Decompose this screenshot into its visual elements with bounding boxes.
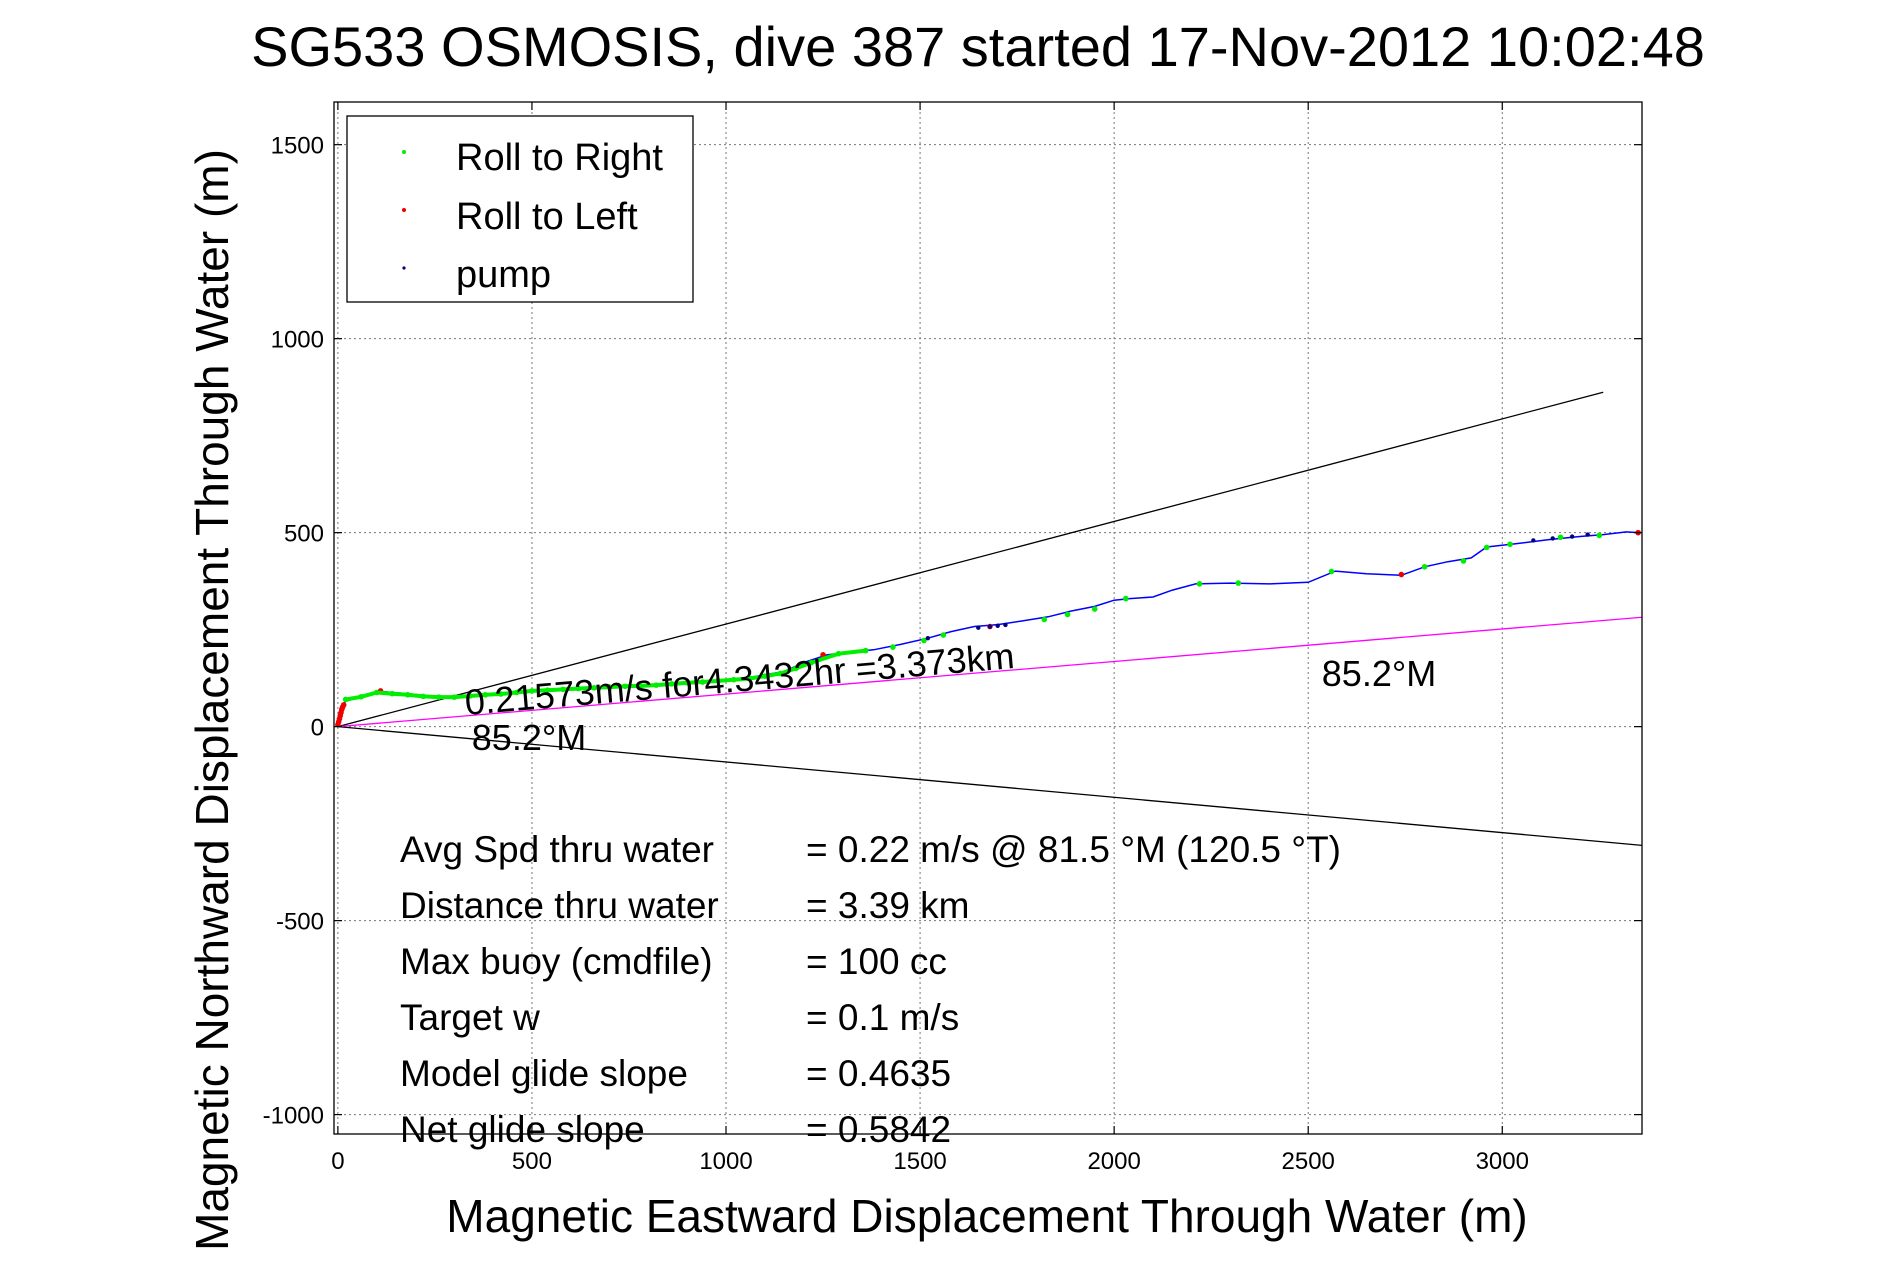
annotation-2: 85.2°M [1322, 653, 1436, 694]
marker-roll-to-right [921, 637, 927, 644]
marker-pump [925, 635, 931, 641]
legend-label-pump: pump [456, 254, 551, 296]
reference-line-1 [337, 725, 1643, 846]
reference-line-0 [337, 391, 1604, 728]
marker-roll-to-right [940, 632, 947, 638]
legend-label-roll-left: Roll to Left [456, 196, 638, 238]
stat-label: Max buoy (cmdfile) [400, 941, 713, 982]
marker-roll-to-right [1235, 580, 1242, 586]
marker-roll-to-right [1507, 541, 1513, 548]
plot-frame [333, 101, 1643, 1135]
marker-roll-to-right [1596, 532, 1603, 539]
marker-pump [976, 625, 981, 630]
legend-marker-roll-left [402, 208, 406, 212]
x-tick-label: 2000 [1087, 1148, 1140, 1175]
stat-label: Model glide slope [400, 1053, 688, 1094]
stat-label: Target w [400, 997, 540, 1038]
marker-roll-to-right [1460, 558, 1467, 564]
y-tick-label: -500 [276, 909, 324, 936]
legend-marker-pump [402, 266, 406, 270]
marker-roll-to-right [1064, 611, 1071, 618]
annotation-1: 85.2°M [472, 717, 586, 758]
stat-label: Distance thru water [400, 885, 719, 926]
stat-value: = 3.39 km [806, 885, 970, 926]
x-tick-label: 3000 [1476, 1148, 1529, 1175]
x-tick-label: 1500 [893, 1148, 946, 1175]
reference-line-2 [337, 616, 1643, 728]
legend-marker-roll-right [402, 150, 406, 154]
marker-pump [1585, 532, 1590, 537]
stat-label: Avg Spd thru water [400, 829, 714, 870]
x-tick-label: 2500 [1282, 1148, 1335, 1175]
y-tick-label: 500 [284, 521, 324, 548]
marker-pump [987, 624, 993, 629]
marker-pump [1550, 536, 1555, 541]
stat-value: = 0.1 m/s [806, 997, 959, 1038]
x-tick-label: 500 [512, 1148, 552, 1175]
axis-ticks: 0 500 1000 1500 2000 2500 3000 -1000 -500 0 500 100… [263, 102, 1642, 1175]
marker-roll-to-right [1328, 568, 1335, 575]
legend: Roll to Right Roll to Left pump [346, 115, 694, 303]
roll-right-trace [345, 648, 866, 702]
reference-lines [337, 391, 1643, 846]
marker-roll-to-right [1421, 563, 1428, 570]
stat-value: = 0.22 m/s @ 81.5 °M (120.5 °T) [806, 829, 1341, 870]
stat-value: = 0.5842 [806, 1109, 951, 1150]
marker-roll-to-right [1196, 581, 1203, 587]
marker-roll-to-right [1557, 534, 1564, 541]
marker-pump [1531, 538, 1536, 543]
marker-roll-to-left [340, 702, 347, 708]
marker-roll-to-right [1091, 606, 1098, 612]
marker-roll-to-right [1483, 544, 1490, 551]
data-series [335, 529, 1641, 728]
marker-roll-to-right [890, 644, 896, 650]
marker-roll-to-right [1041, 616, 1048, 623]
chart-title: SG533 OSMOSIS, dive 387 started 17-Nov-2… [251, 15, 1705, 78]
x-axis-label: Magnetic Eastward Displacement Through W… [446, 1190, 1527, 1242]
marker-pump [995, 623, 1000, 628]
y-tick-label: -1000 [263, 1103, 324, 1130]
stat-label: Net glide slope [400, 1109, 645, 1150]
stats-block: Avg Spd thru water = 0.22 m/s @ 81.5 °M (… [400, 829, 1341, 1150]
stat-value: = 100 cc [806, 941, 947, 982]
marker-roll-to-left [1398, 571, 1405, 578]
x-tick-label: 1000 [699, 1148, 752, 1175]
marker-roll-to-right [1122, 595, 1129, 602]
legend-label-roll-right: Roll to Right [456, 137, 663, 179]
marker-pump [1003, 622, 1008, 628]
y-axis-label: Magnetic Northward Displacement Through … [186, 149, 238, 1251]
y-tick-label: 0 [311, 715, 324, 742]
y-tick-label: 1500 [271, 133, 324, 160]
y-tick-label: 1000 [271, 327, 324, 354]
x-tick-label: 0 [331, 1148, 344, 1175]
stat-value: = 0.4635 [806, 1053, 951, 1094]
marker-pump [1569, 534, 1575, 539]
gridlines [334, 102, 1642, 1134]
